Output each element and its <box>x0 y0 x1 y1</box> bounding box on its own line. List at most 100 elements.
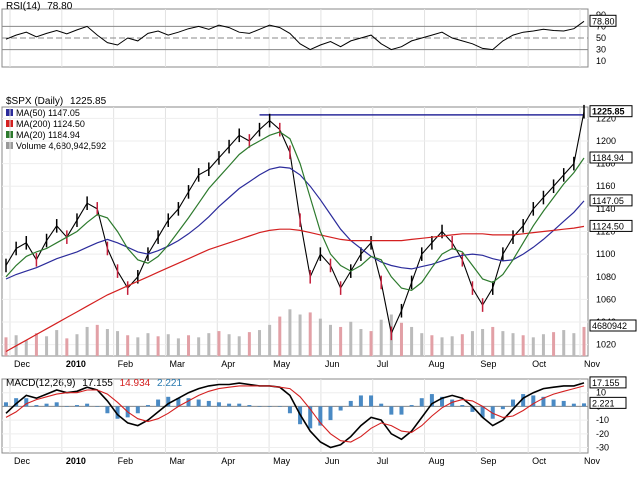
volume-bar <box>237 336 241 356</box>
macd-hist-bar <box>460 405 465 407</box>
volume-bar <box>430 335 434 356</box>
ma-20-line <box>5 131 585 292</box>
legend-volume: Volume 4,680,942,592 <box>16 141 106 151</box>
macd-hist-bar <box>74 405 79 407</box>
macd-hist-bar <box>409 405 414 407</box>
price-value-box <box>589 105 633 118</box>
volume-bar <box>481 329 485 356</box>
macd-x-label: Jul <box>377 456 389 466</box>
volume-bar <box>420 333 424 356</box>
macd-line <box>5 382 585 449</box>
macd-hist-bar <box>318 406 323 426</box>
price-y-tick: 1180 <box>596 159 615 169</box>
price-x-label: Oct <box>532 359 547 369</box>
volume-bar <box>95 324 99 356</box>
price-x-label: Jun <box>325 359 340 369</box>
macd-hist-value: 2.221 <box>157 378 182 389</box>
volume-bar <box>116 331 120 356</box>
price-x-label: Sep <box>480 359 496 369</box>
macd-y-tick: -30 <box>596 443 609 453</box>
volume-value-box-label: 4680942 <box>592 321 627 331</box>
price-y-tick: 1080 <box>596 272 616 282</box>
rsi-y-tick: 30 <box>596 45 606 55</box>
macd-x-label: Sep <box>480 456 496 466</box>
volume-bar <box>501 331 505 356</box>
macd-hist-bar <box>105 406 110 414</box>
macd-hist-bar <box>328 406 333 421</box>
macd-hist-bar <box>14 398 19 407</box>
series-layer <box>4 20 586 449</box>
macd-hist-bar <box>531 395 536 407</box>
volume-bar <box>207 333 211 356</box>
macd-x-label: Apr <box>221 456 235 466</box>
macd-hist-bar <box>348 400 353 407</box>
macd-hist-bar <box>287 406 292 414</box>
price-y-tick: 1020 <box>596 340 616 350</box>
macd-hist-bar <box>206 400 211 407</box>
macd-hist-bar <box>440 396 445 407</box>
volume-bar <box>65 338 69 356</box>
price-value-box-label: 1184.94 <box>592 153 624 163</box>
rsi-title-label: RSI(14) <box>6 1 40 12</box>
volume-bar <box>470 331 474 356</box>
macd-hist-bar <box>135 406 140 414</box>
volume-bar <box>399 322 403 356</box>
macd-hist-bar <box>551 399 556 407</box>
macd-hist-bar <box>186 398 191 407</box>
volume-bar <box>552 332 556 356</box>
macd-hist-bar <box>64 406 69 407</box>
macd-signal-line <box>5 385 585 443</box>
volume-bar <box>34 333 38 356</box>
price-title: $SPX (Daily) 1225.85 <box>6 96 107 107</box>
macd-hist-bar <box>115 406 120 419</box>
macd-value-box-label: 2.221 <box>592 398 615 408</box>
macd-hist-bar <box>24 398 29 407</box>
macd-x-label: Aug <box>429 456 445 466</box>
price-x-label: Aug <box>429 359 445 369</box>
price-x-label: Nov <box>584 359 601 369</box>
volume-bar <box>349 321 353 356</box>
macd-hist-bar <box>54 402 59 407</box>
macd-hist-bar <box>500 406 505 410</box>
volume-bar <box>136 337 140 356</box>
price-x-label: Dec <box>14 359 31 369</box>
volume-bar <box>126 335 130 356</box>
volume-bar <box>308 312 312 356</box>
macd-hist-bar <box>257 406 262 407</box>
volume-bar <box>288 309 292 356</box>
volume-bar <box>75 334 79 356</box>
macd-x-label: May <box>273 456 291 466</box>
price-y-tick: 1200 <box>596 136 616 146</box>
macd-hist-bar <box>44 403 49 407</box>
macd-title: MACD(12,26,9) 17.155 14.934 2.221 <box>6 378 182 389</box>
volume-bar <box>410 326 414 356</box>
legend-ma20: MA(20) 1184.94 <box>16 130 80 140</box>
macd-value-box <box>589 376 627 389</box>
macd-hist-bar <box>85 403 90 407</box>
volume-bar <box>298 314 302 356</box>
rsi-y-tick: 10 <box>596 56 606 66</box>
rsi-title: RSI(14) 78.80 <box>6 1 73 12</box>
volume-bar <box>541 334 545 356</box>
macd-y-tick: -10 <box>596 415 609 425</box>
price-x-label: Feb <box>118 359 134 369</box>
macd-hist-bar <box>358 395 363 407</box>
volume-value-box <box>589 319 637 332</box>
macd-hist-bar <box>237 403 242 407</box>
volume-bar <box>105 329 109 356</box>
macd-hist-bar <box>34 405 39 407</box>
axis-layer: 907050301078.801220120011801160114011201… <box>14 10 637 466</box>
macd-hist-bar <box>166 396 171 407</box>
volume-bar <box>582 326 586 356</box>
volume-bar <box>460 334 464 356</box>
macd-hist-bar <box>541 396 546 407</box>
price-x-label: Jul <box>377 359 389 369</box>
macd-hist-bar <box>450 399 455 407</box>
macd-hist-bar <box>490 406 495 419</box>
macd-hist-bar <box>216 402 221 407</box>
price-y-tick: 1140 <box>596 204 615 214</box>
volume-bar <box>278 316 282 356</box>
macd-hist-bar <box>267 406 272 407</box>
macd-y-tick: -20 <box>596 429 609 439</box>
volume-bar <box>4 337 8 356</box>
